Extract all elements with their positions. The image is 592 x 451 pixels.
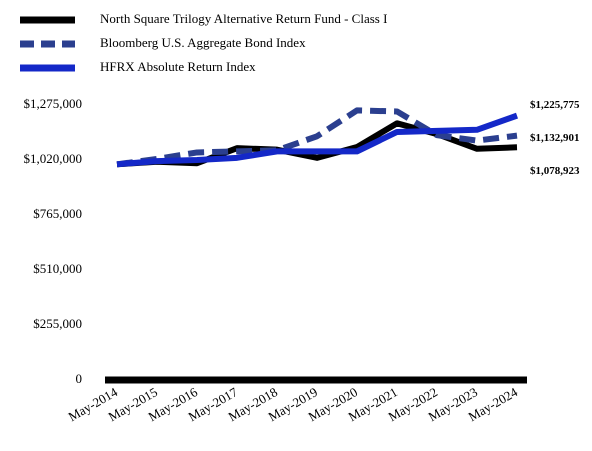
y-tick-label: $510,000 [33, 261, 82, 276]
y-tick-label: 0 [76, 371, 83, 386]
end-label: $1,078,923 [530, 165, 580, 177]
y-tick-label: $255,000 [33, 316, 82, 331]
legend-label: North Square Trilogy Alternative Return … [100, 11, 387, 26]
series-line [116, 112, 519, 168]
y-tick-label: $765,000 [33, 206, 82, 221]
y-tick-label: $1,020,000 [24, 151, 83, 166]
series-line [116, 107, 518, 168]
y-tick-label: $1,275,000 [24, 96, 83, 111]
end-label: $1,225,775 [530, 99, 580, 111]
legend-label: Bloomberg U.S. Aggregate Bond Index [100, 35, 306, 50]
end-label: $1,132,901 [530, 132, 580, 144]
legend-label: HFRX Absolute Return Index [100, 59, 256, 74]
